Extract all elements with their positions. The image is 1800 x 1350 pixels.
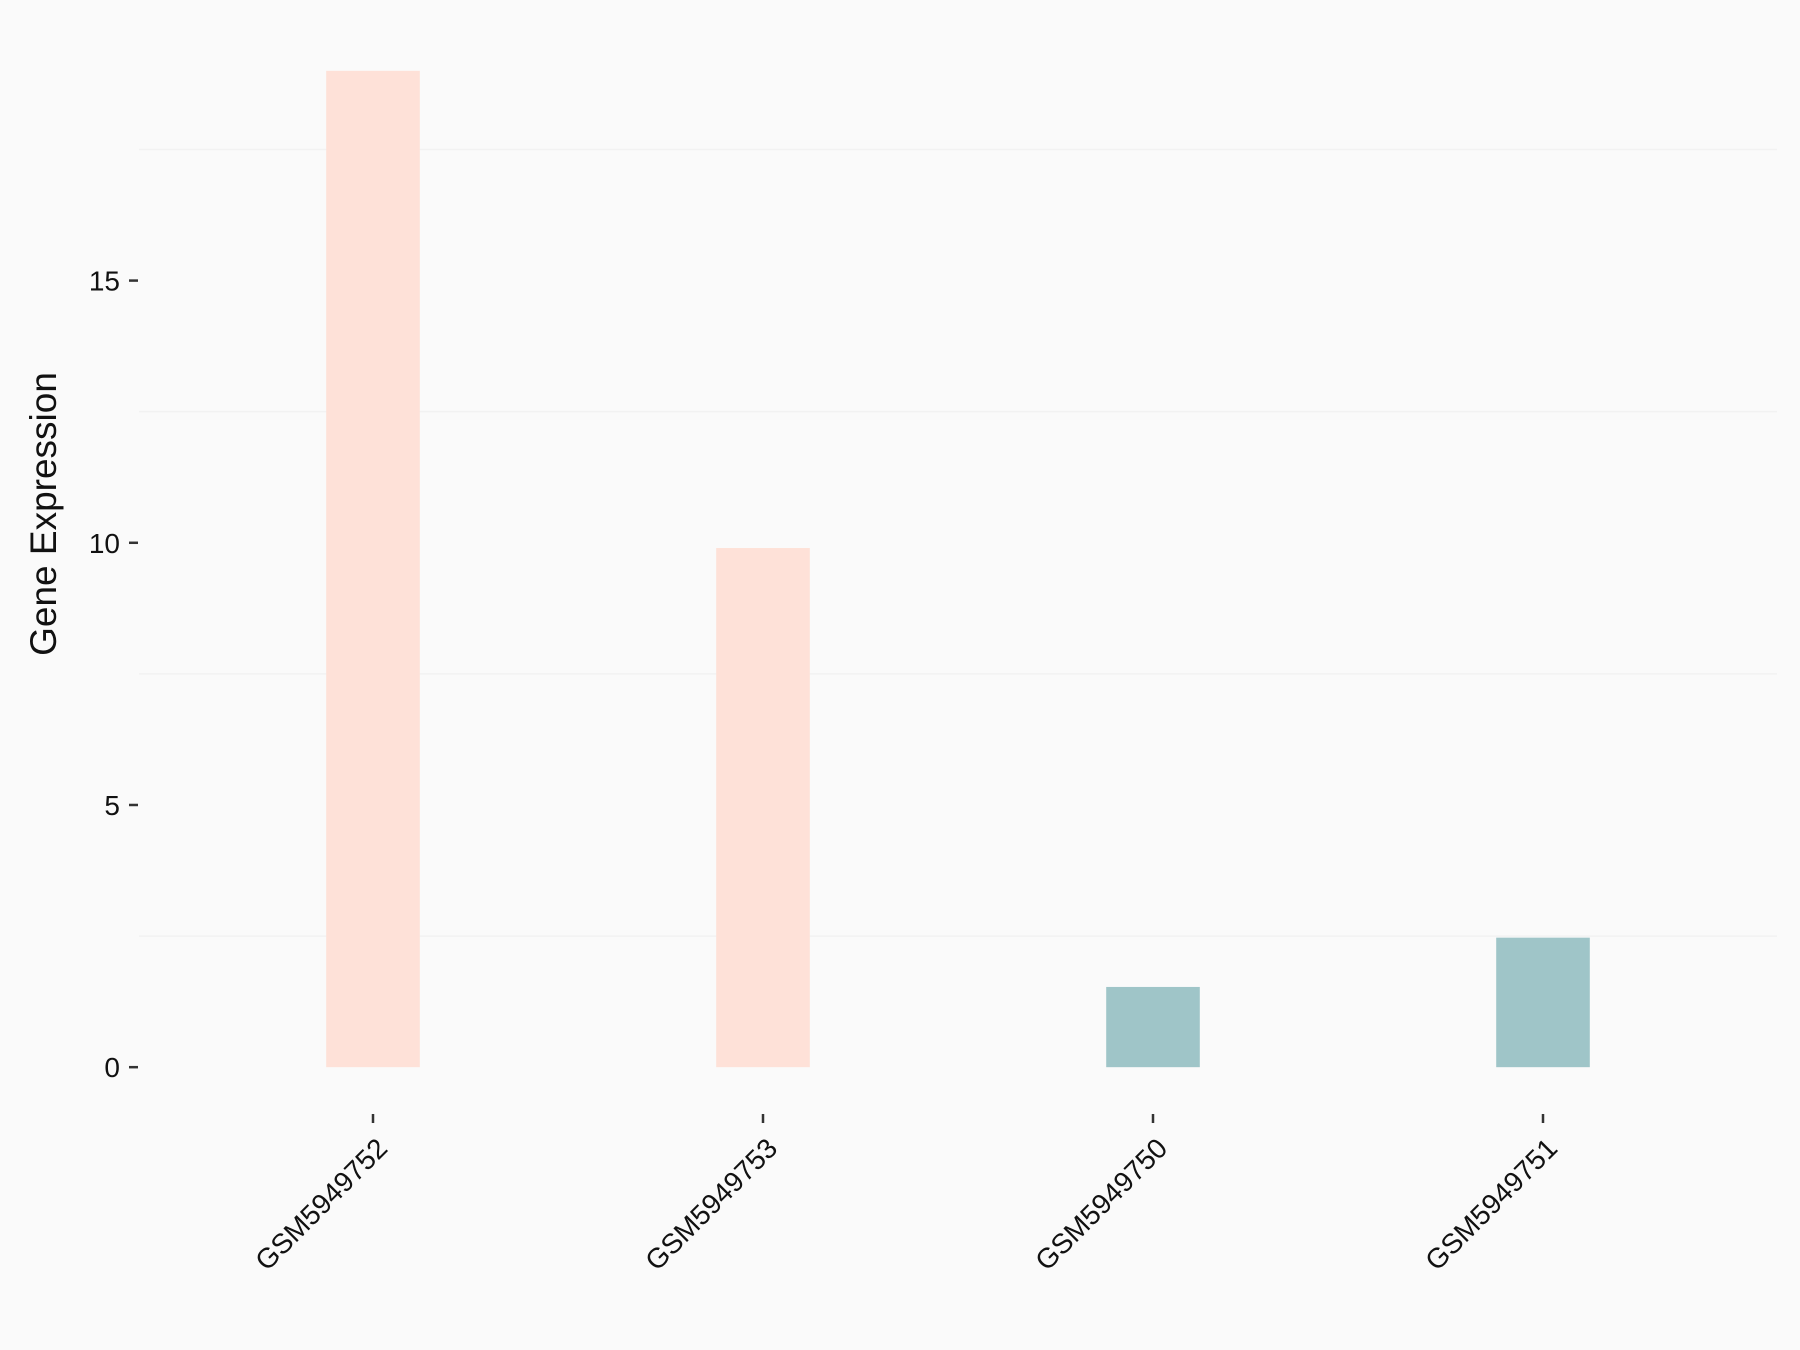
bar bbox=[326, 70, 420, 1068]
y-tick-label: 0 bbox=[104, 1052, 120, 1083]
y-tick-label: 15 bbox=[89, 266, 120, 297]
bar bbox=[1106, 986, 1200, 1068]
y-tick-label: 5 bbox=[104, 790, 120, 821]
bar bbox=[716, 548, 810, 1068]
y-axis-label: Gene Expression bbox=[23, 372, 64, 656]
y-tick-label: 10 bbox=[89, 528, 120, 559]
bar bbox=[1496, 937, 1590, 1068]
